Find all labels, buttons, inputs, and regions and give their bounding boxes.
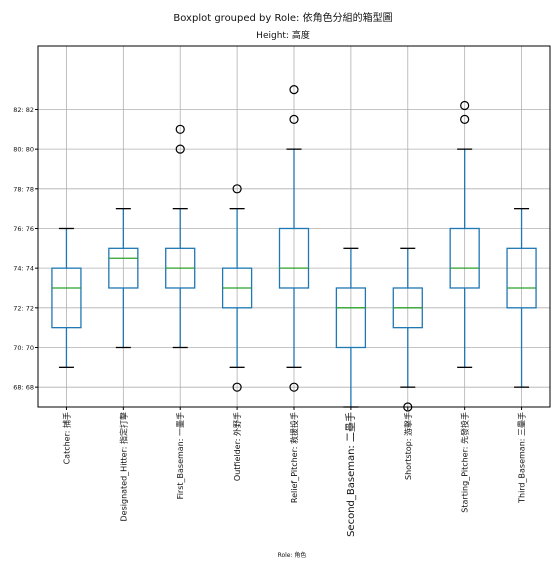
box	[335, 287, 367, 349]
y-tick-label: 68: 68	[13, 384, 34, 392]
y-tick-label: 72: 72	[13, 304, 34, 312]
x-tick-label: Relief_Pitcher: 救援投手	[289, 412, 299, 503]
x-tick-label: Outfielder: 外野手	[232, 412, 242, 481]
x-tick-label: Starting_Pitcher: 先發投手	[460, 412, 470, 513]
box	[278, 227, 310, 289]
y-tick-label: 80: 80	[13, 146, 34, 154]
x-tick-label: First_Baseman: 一壘手	[175, 412, 185, 499]
outlier-point	[460, 114, 470, 124]
x-tick-label: Second_Baseman: 二壘手	[344, 412, 357, 537]
y-tick-label: 76: 76	[13, 225, 34, 233]
box	[449, 227, 480, 289]
y-axis: 68: 68 70: 70 72: 72 74: 74 76: 76 78: 78 80: …	[13, 106, 38, 392]
x-axis-label: Role: 角色	[278, 551, 307, 559]
y-tick-label: 70: 70	[13, 344, 34, 352]
chart-title: Boxplot grouped by Role: 依角色分組的箱型圖	[173, 11, 392, 24]
plot-area	[51, 85, 537, 412]
outlier-point	[175, 124, 185, 134]
y-tick-label: 78: 78	[13, 185, 34, 193]
outlier-point	[289, 382, 299, 392]
outlier-point	[289, 85, 299, 95]
chart-subtitle: Height: 高度	[256, 29, 310, 41]
x-tick-label: Catcher: 捕手	[61, 412, 71, 464]
y-tick-label: 82: 82	[13, 106, 34, 114]
x-tick-label: Shortstop: 游擊手	[403, 412, 413, 480]
outlier-point	[232, 382, 242, 392]
y-tick-label: 74: 74	[13, 265, 34, 273]
box	[506, 247, 537, 309]
box	[108, 247, 139, 289]
outlier-point	[289, 114, 299, 124]
x-tick-label: Third_Baseman: 三壘手	[517, 412, 527, 504]
box	[51, 267, 82, 329]
x-axis: Catcher: 捕手 Designated_Hitter: 指定打擊 First_…	[61, 407, 527, 537]
x-tick-label: Designated_Hitter: 指定打擊	[118, 412, 128, 521]
outlier-point	[232, 184, 242, 194]
outlier-point	[460, 100, 470, 111]
outlier-point	[175, 144, 185, 154]
